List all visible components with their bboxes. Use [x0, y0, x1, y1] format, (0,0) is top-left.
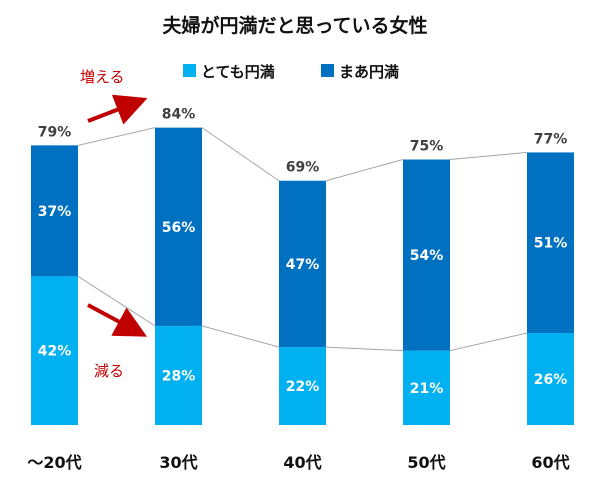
connector-line-total: [201, 127, 280, 182]
category-tick-label: 50代: [407, 453, 445, 472]
connector-line-totemo-enman: [325, 346, 404, 352]
bar-totemo-enman: [279, 347, 326, 425]
bar-totemo-enman: [527, 332, 574, 425]
segment-value-label: 51%: [534, 236, 568, 252]
total-value-label: 75%: [410, 139, 444, 155]
total-value-label: 69%: [286, 160, 320, 176]
category-tick-label: 40代: [283, 453, 321, 472]
segment-value-label: 47%: [286, 257, 320, 273]
legend: とても円満 まあ円満: [183, 63, 399, 81]
bar-maa-enman: [403, 159, 450, 351]
bar-maa-enman: [31, 145, 78, 277]
bar-marks: [31, 127, 574, 425]
annotation-increase-text: 増える: [80, 68, 125, 86]
annotation-increase: 増える: [80, 68, 148, 125]
segment-value-label: 28%: [162, 368, 196, 384]
annotation-decrease: 減る: [87, 303, 148, 380]
connector-line-totemo-enman: [201, 325, 280, 348]
segment-value-label: 21%: [410, 381, 444, 397]
connector-line-total: [325, 159, 404, 182]
bar-totemo-enman: [155, 325, 202, 425]
bar-totemo-enman: [403, 350, 450, 425]
segment-value-label: 37%: [38, 204, 72, 220]
category-tick-label: 60代: [531, 453, 569, 472]
bar-maa-enman: [279, 180, 326, 348]
connector-line-total: [449, 151, 528, 160]
total-value-label: 77%: [534, 131, 568, 147]
chart-title: 夫婦が円満だと思っている女性: [162, 14, 427, 37]
total-value-label: 84%: [162, 107, 196, 123]
segment-value-label: 54%: [410, 248, 444, 264]
annotation-decrease-text: 減る: [94, 362, 124, 380]
segment-value-label: 22%: [286, 379, 320, 395]
category-tick-label: ～20代: [27, 453, 81, 472]
bar-totemo-enman: [31, 276, 78, 425]
legend-swatch-totemo-enman: [183, 64, 196, 77]
bar-maa-enman: [155, 127, 202, 326]
decrease-arrow-icon: [87, 303, 148, 337]
category-tick-label: 30代: [159, 453, 197, 472]
bar-maa-enman: [527, 152, 574, 333]
data-labels: 42% 37% 79% ～20代 28% 56% 84% 30代 22% 47% 69% 40代 21%…: [27, 107, 569, 472]
connector-line-totemo-enman: [449, 332, 528, 352]
segment-value-label: 56%: [162, 220, 196, 236]
total-value-label: 79%: [38, 124, 72, 140]
legend-swatch-maa-enman: [321, 64, 334, 77]
legend-label-totemo-enman: とても円満: [201, 63, 275, 81]
connector-line-total: [77, 127, 156, 146]
legend-label-maa-enman: まあ円満: [339, 63, 399, 81]
segment-value-label: 26%: [534, 372, 568, 388]
increase-arrow-icon: [87, 94, 148, 125]
segment-value-label: 42%: [38, 344, 72, 360]
